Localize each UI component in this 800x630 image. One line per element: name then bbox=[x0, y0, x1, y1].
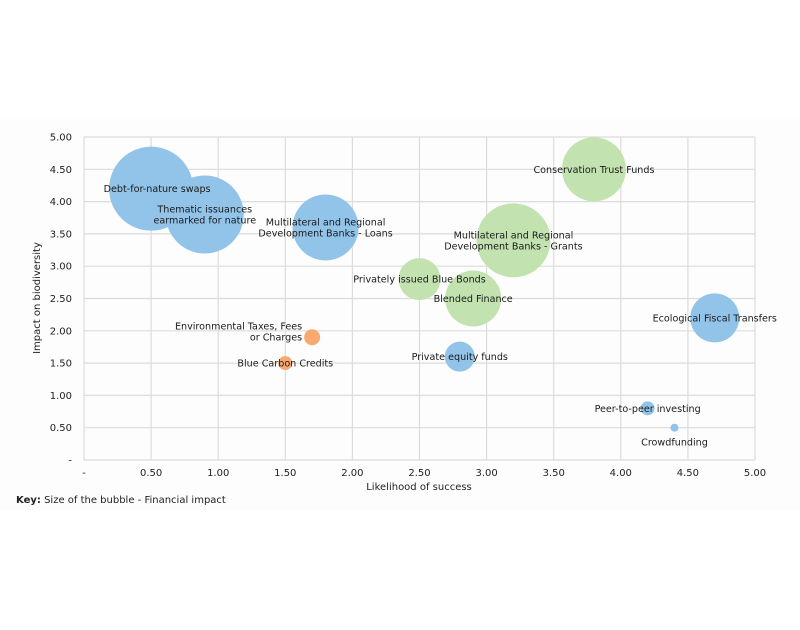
bubble-labels: Debt-for-nature swaps Thematic issuancese… bbox=[104, 165, 777, 449]
bubble-label: Conservation Trust Funds bbox=[533, 165, 654, 176]
bubble bbox=[165, 175, 244, 254]
bubble-label: Peer-to-peer investing bbox=[595, 404, 701, 415]
y-axis-label: Impact on biodiversity bbox=[32, 242, 43, 354]
bubble-label: Development Banks - Grants bbox=[444, 241, 582, 252]
bubble bbox=[304, 329, 321, 346]
x-tick-label: 4.50 bbox=[677, 468, 699, 479]
y-tick-label: 0.50 bbox=[50, 423, 72, 434]
bubble-label: Thematic issuances bbox=[156, 205, 252, 216]
y-tick-label: 2.00 bbox=[50, 326, 72, 337]
x-tick-label: 3.50 bbox=[543, 468, 565, 479]
bubble bbox=[670, 423, 679, 432]
y-tick-label: 3.50 bbox=[50, 229, 72, 240]
x-tick-label: 2.50 bbox=[408, 468, 430, 479]
bubble-label: Multilateral and Regional bbox=[266, 217, 386, 228]
x-axis-label: Likelihood of success bbox=[366, 482, 472, 493]
bubbles bbox=[109, 137, 740, 432]
key-label: Key: bbox=[16, 495, 41, 506]
x-tick-label: 1.00 bbox=[207, 468, 229, 479]
x-tick-label: 2.00 bbox=[341, 468, 363, 479]
x-tick-label: 5.00 bbox=[744, 468, 766, 479]
y-tick-label: 3.00 bbox=[50, 262, 72, 273]
bubble-label: Multilateral and Regional bbox=[454, 230, 574, 241]
bubble bbox=[561, 137, 626, 202]
y-tick-label: 5.00 bbox=[50, 133, 72, 144]
bubble-label: Development Banks - Loans bbox=[258, 228, 392, 239]
bubble bbox=[640, 401, 655, 416]
y-tick-label: 4.50 bbox=[50, 165, 72, 176]
y-tick-label: 2.50 bbox=[50, 294, 72, 305]
bubble-label: or Charges bbox=[250, 332, 302, 343]
y-axis-ticks: - 0.50 1.00 1.50 2.00 2.50 3.00 3.50 4.00 4.50 5.0… bbox=[50, 133, 73, 467]
bubble-label: earmarked for nature bbox=[153, 216, 256, 227]
bubble-label: Blue Carbon Credits bbox=[237, 359, 333, 370]
key-text: Size of the bubble - Financial impact bbox=[44, 495, 226, 506]
y-tick-label: 1.00 bbox=[50, 391, 72, 402]
bubble bbox=[476, 203, 551, 278]
y-tick-label: 1.50 bbox=[50, 359, 72, 370]
chart-key: Key: Size of the bubble - Financial impa… bbox=[16, 495, 226, 506]
bubble-label: Environmental Taxes, Fees bbox=[175, 321, 302, 332]
x-axis-ticks: - 0.50 1.00 1.50 2.00 2.50 3.00 3.50 4.00 4.50 5.0… bbox=[82, 468, 766, 479]
bubble-label: Blended Finance bbox=[434, 294, 513, 305]
bubble-label: Private equity funds bbox=[412, 352, 508, 363]
bubble bbox=[690, 293, 740, 343]
x-tick-label: 4.00 bbox=[610, 468, 632, 479]
bubble bbox=[445, 270, 502, 327]
bubble-label: Privately issued Blue Bonds bbox=[353, 275, 486, 286]
x-tick-label: - bbox=[82, 468, 86, 479]
bubble bbox=[292, 194, 359, 261]
bubble bbox=[444, 341, 475, 372]
y-tick-label: 4.00 bbox=[50, 197, 72, 208]
bubble-label: Ecological Fiscal Transfers bbox=[653, 313, 777, 324]
bubble-label: Debt-for-nature swaps bbox=[104, 184, 211, 195]
bubble bbox=[398, 258, 441, 301]
x-tick-label: 3.00 bbox=[475, 468, 497, 479]
x-tick-label: 0.50 bbox=[140, 468, 162, 479]
y-tick-label: - bbox=[68, 456, 72, 467]
x-tick-label: 1.50 bbox=[274, 468, 296, 479]
bubble-label: Crowdfunding bbox=[641, 438, 708, 449]
bubble bbox=[278, 356, 293, 371]
